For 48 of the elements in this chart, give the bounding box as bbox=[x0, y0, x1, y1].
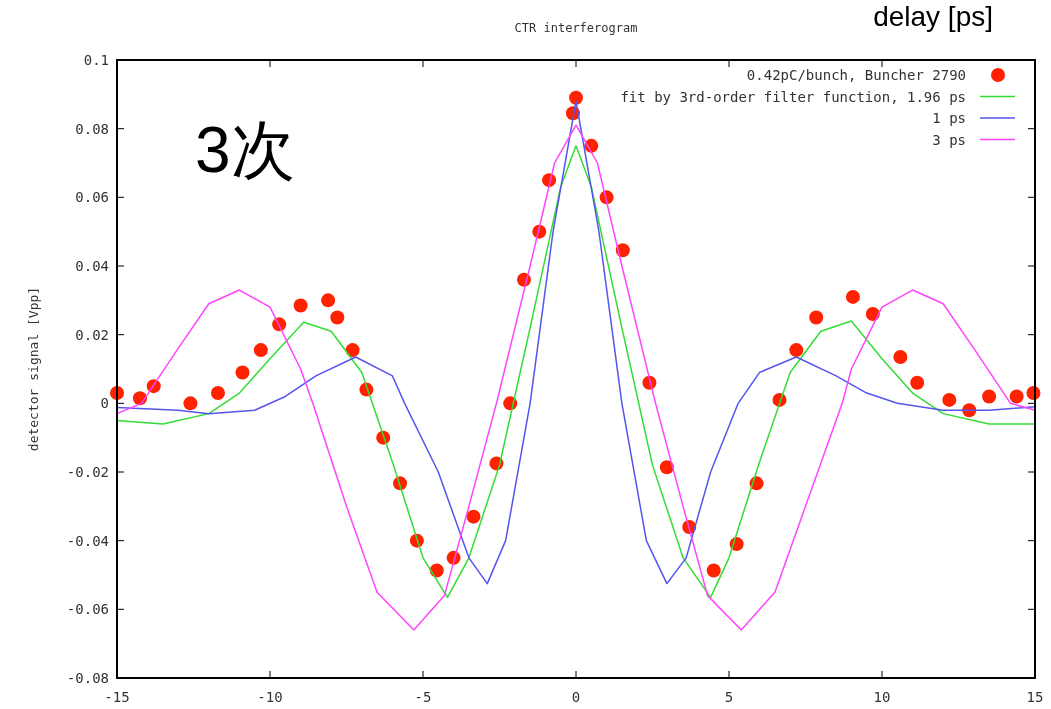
x-tick-label: 0 bbox=[571, 689, 581, 705]
point bbox=[910, 375, 925, 390]
y-tick-label: -0.06 bbox=[66, 601, 109, 618]
y-axis-title: detector signal [Vpp] bbox=[26, 286, 41, 452]
point bbox=[429, 563, 444, 578]
point bbox=[789, 343, 804, 358]
text: delay [ps] bbox=[873, 1, 993, 32]
x-tick-label: -15 bbox=[104, 689, 130, 705]
point bbox=[210, 386, 225, 401]
point bbox=[845, 289, 860, 304]
point bbox=[659, 460, 674, 475]
legend-label: 0.42pC/bunch, Buncher 2790 bbox=[746, 67, 966, 83]
point bbox=[466, 509, 481, 524]
point bbox=[569, 90, 583, 105]
point bbox=[982, 389, 997, 404]
x-tick-label: 15 bbox=[1026, 689, 1044, 705]
point bbox=[706, 563, 721, 578]
legend-label: fit by 3rd-order filter function, 1.96 ps bbox=[620, 88, 966, 105]
point bbox=[345, 343, 360, 358]
y-tick-label: -0.02 bbox=[66, 464, 109, 480]
point bbox=[293, 298, 308, 313]
point bbox=[321, 293, 336, 308]
point bbox=[893, 349, 908, 364]
y-tick-label: 0.08 bbox=[75, 120, 109, 137]
point bbox=[942, 392, 957, 407]
y-tick-label: -0.04 bbox=[66, 532, 109, 549]
x-tick-label: 5 bbox=[724, 689, 734, 705]
y-tick-label: 0.1 bbox=[83, 52, 109, 68]
y-tick-label: 0.06 bbox=[75, 189, 109, 206]
y-tick-label: 0.04 bbox=[75, 258, 109, 274]
x-tick-label: 10 bbox=[873, 689, 891, 705]
y-tick-label: 0 bbox=[100, 395, 109, 412]
x-tick-label: -5 bbox=[414, 689, 432, 705]
point bbox=[253, 343, 268, 358]
point bbox=[183, 396, 198, 411]
x-tick-label: -10 bbox=[257, 689, 283, 705]
legend-label: 1 ps bbox=[932, 110, 966, 126]
point bbox=[235, 365, 250, 380]
point bbox=[1009, 389, 1024, 404]
y-tick-label: 0.02 bbox=[75, 326, 109, 343]
annotation: 3次 bbox=[195, 114, 295, 186]
point bbox=[615, 243, 630, 258]
point bbox=[809, 310, 824, 325]
point bbox=[865, 307, 880, 322]
chart-title: CTR interferogram bbox=[514, 21, 638, 35]
point bbox=[330, 310, 345, 325]
y-tick-label: -0.08 bbox=[66, 670, 109, 686]
legend-label: 3 ps bbox=[932, 131, 966, 148]
